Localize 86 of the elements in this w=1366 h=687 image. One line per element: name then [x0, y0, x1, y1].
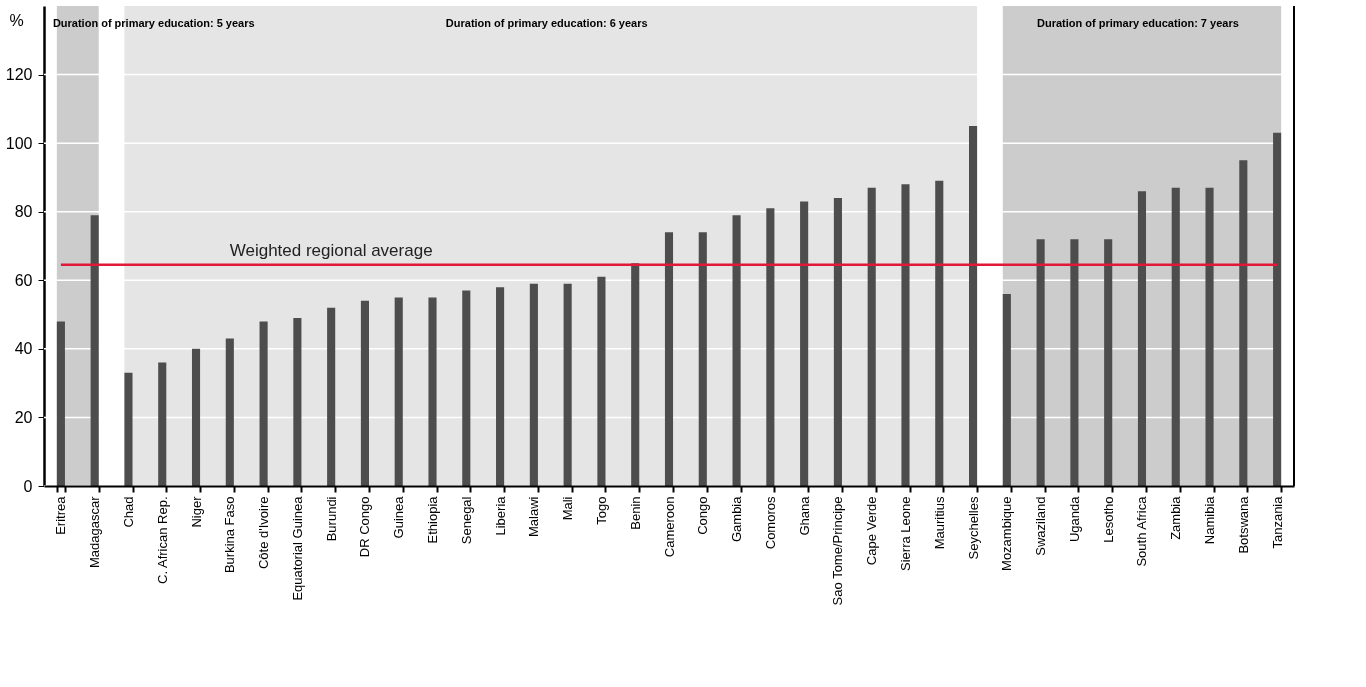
band-label: Duration of primary education: 5 years	[52, 17, 255, 29]
x-tick-label: Seychelles	[965, 496, 981, 560]
y-tick-label: 80	[14, 203, 33, 221]
x-tick-label: Cape Verde	[864, 496, 880, 566]
y-tick-label: 120	[5, 66, 33, 84]
bar	[496, 287, 505, 486]
bar	[428, 297, 437, 486]
bar	[293, 318, 302, 486]
bar	[360, 300, 369, 486]
bar	[1104, 239, 1113, 486]
bar	[327, 307, 336, 486]
x-tick-label: Burkina Faso	[222, 496, 238, 574]
x-tick-label: Sao Tome/Principe	[830, 496, 846, 606]
x-tick-label: Eritrea	[53, 495, 69, 535]
x-tick-label: Tanzania	[1269, 495, 1285, 549]
x-tick-label: Mozambique	[999, 496, 1015, 571]
bar	[462, 290, 471, 486]
bar	[969, 126, 978, 486]
bar	[1036, 239, 1045, 486]
bar	[1239, 160, 1248, 486]
bar	[563, 283, 572, 486]
ref-line-label: Weighted regional average	[229, 240, 433, 260]
bar	[766, 208, 775, 486]
y-tick-label: 20	[14, 408, 33, 426]
y-tick-label: 40	[14, 340, 33, 358]
x-tick-label: Liberia	[492, 495, 508, 536]
x-tick-label: Malawi	[526, 496, 542, 537]
bar	[529, 283, 538, 486]
x-tick-label: Mauritius	[931, 496, 947, 550]
x-tick-label: Benin	[627, 496, 643, 530]
x-tick-label: Ghana	[796, 495, 812, 536]
y-tick-label: 60	[14, 271, 33, 289]
x-tick-label: Gambia	[729, 495, 745, 543]
y-tick-label: 0	[23, 477, 33, 495]
x-tick-label: Namibia	[1202, 495, 1218, 545]
bar	[90, 215, 99, 486]
x-tick-label: Lesotho	[1100, 496, 1116, 543]
x-tick-label: C. African Rep.	[154, 496, 170, 584]
bar	[833, 198, 842, 486]
x-tick-label: Comoros	[762, 496, 778, 550]
bar	[901, 184, 910, 486]
bar	[1273, 132, 1282, 486]
x-tick-label: DR Congo	[357, 496, 373, 558]
x-tick-label: Zambia	[1168, 495, 1184, 540]
x-tick-label: Uganda	[1066, 495, 1082, 543]
bar	[867, 187, 876, 486]
bar	[800, 201, 809, 486]
x-tick-label: Swaziland	[1033, 496, 1049, 556]
band-label: Duration of primary education: 6 years	[445, 17, 648, 29]
bar	[56, 321, 65, 486]
x-tick-label: Guinea	[391, 495, 407, 539]
bar	[1205, 187, 1214, 486]
x-tick-label: Madagascar	[87, 495, 103, 569]
y-tick-label: 100	[5, 134, 33, 152]
bar	[158, 362, 167, 486]
bar	[664, 232, 674, 486]
x-tick-label: Ethiopia	[425, 495, 441, 544]
bar	[698, 232, 707, 486]
bar	[1070, 239, 1079, 486]
x-tick-label: Equatorial Guinea	[289, 495, 305, 601]
x-tick-label: Sierra Leone	[897, 496, 913, 571]
x-tick-label: Botswana	[1235, 495, 1251, 554]
x-tick-label: Mali	[560, 496, 576, 521]
bar	[1171, 187, 1180, 486]
x-tick-label: South Africa	[1134, 495, 1150, 567]
bar	[225, 338, 234, 486]
x-tick-label: Burundi	[323, 496, 339, 542]
bar	[259, 321, 268, 486]
x-tick-label: Senegal	[458, 496, 474, 545]
x-tick-label: Congo	[695, 496, 711, 535]
y-axis-title: %	[9, 11, 24, 29]
bar	[631, 263, 640, 486]
bar	[732, 215, 741, 486]
bar	[394, 297, 403, 486]
bar	[597, 276, 606, 486]
x-tick-label: Niger	[188, 495, 204, 528]
bar	[1137, 191, 1147, 486]
x-tick-label: Cameroon	[661, 496, 677, 558]
band-label: Duration of primary education: 7 years	[1037, 17, 1239, 29]
x-tick-label: Togo	[593, 496, 609, 525]
bar	[124, 372, 133, 486]
bar	[1002, 294, 1011, 486]
x-tick-label: Côte d'Ivoire	[256, 496, 272, 570]
x-tick-label: Chad	[120, 496, 136, 528]
bar	[191, 348, 201, 486]
bar	[935, 180, 944, 486]
